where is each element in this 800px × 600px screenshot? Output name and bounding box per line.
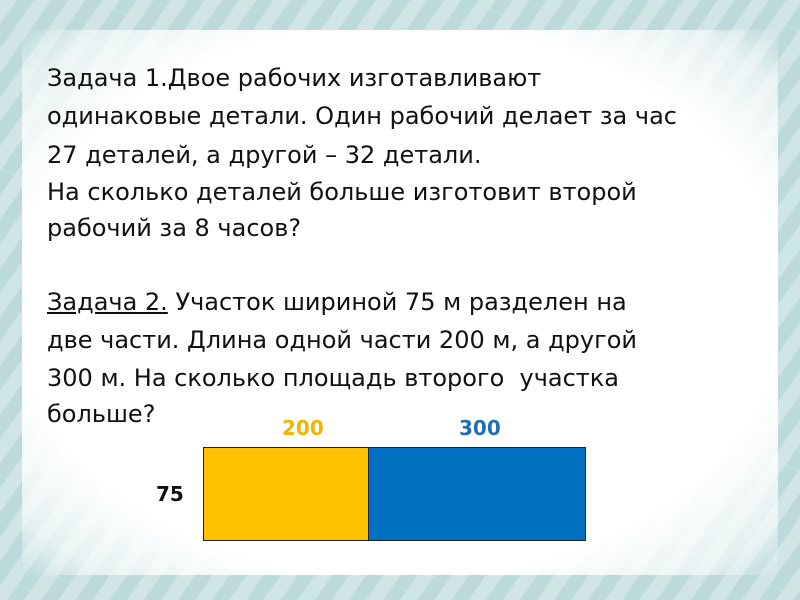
part-1: [203, 447, 369, 541]
task-2-line: 300 м. На сколько площадь второго участк…: [47, 364, 619, 392]
part-2: [368, 447, 586, 541]
length-label: 200: [282, 416, 324, 440]
task-1-line: рабочий за 8 часов?: [47, 214, 302, 242]
task-2-label: Задача 2.: [47, 288, 168, 316]
task-1-line: одинаковые детали. Один рабочий делает з…: [47, 102, 677, 130]
task-2-first-line: Задача 2. Участок шириной 75 м разделен …: [47, 287, 627, 317]
task-2-line: больше?: [47, 400, 156, 428]
length-label: 300: [459, 416, 501, 440]
width-label: 75: [156, 482, 184, 506]
task-1-line: 27 деталей, а другой – 32 детали.: [47, 141, 482, 169]
task-2-line: две части. Длина одной части 200 м, а др…: [47, 326, 637, 354]
task-1-line: На сколько деталей больше изготовит втор…: [47, 178, 637, 206]
task-2-line: Участок шириной 75 м разделен на: [167, 288, 627, 316]
task-1-line: Задача 1.Двое рабочих изготавливают: [47, 64, 542, 92]
